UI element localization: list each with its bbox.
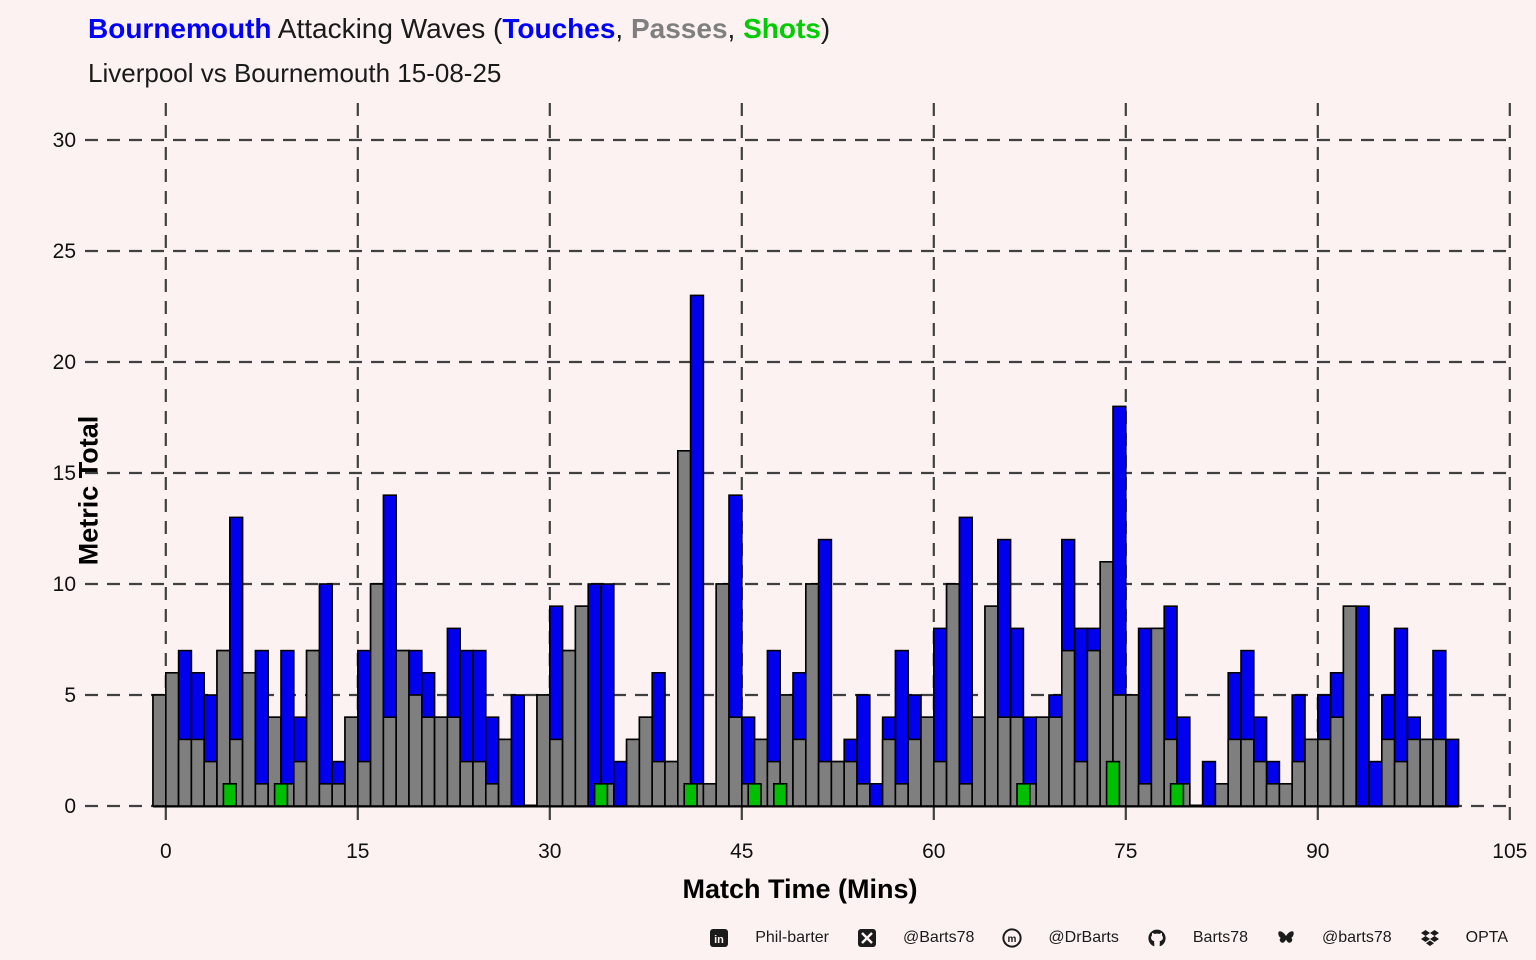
credit-label: @DrBarts [1048,929,1119,946]
credit-label: Phil-barter [755,929,830,946]
svg-text:20: 20 [53,351,76,374]
svg-text:105: 105 [1492,840,1527,863]
svg-text:0: 0 [160,840,172,863]
credit-label: @Barts78 [903,929,975,946]
title-part: , [615,13,631,44]
credit-mastodon: m @DrBarts [1002,928,1119,948]
x-icon [857,928,877,948]
chart-subtitle: Liverpool vs Bournemouth 15-08-25 [88,58,502,88]
credit-x: @Barts78 [857,928,974,948]
svg-text:30: 30 [53,129,76,152]
svg-text:25: 25 [53,240,76,263]
chart-title: Bournemouth Attacking Waves (Touches, Pa… [88,12,830,46]
title-part: ) [820,13,831,44]
dropbox-icon [1420,928,1440,948]
svg-text:30: 30 [538,840,561,863]
credits-footer: in Phil-barter @Barts78 m @DrBarts Barts… [0,920,1536,956]
svg-text:10: 10 [53,573,76,596]
svg-text:90: 90 [1306,840,1329,863]
title-part: , [727,13,744,44]
title-part: Touches [502,13,616,44]
svg-text:45: 45 [730,840,753,863]
credit-github: Barts78 [1147,928,1248,948]
x-axis-title: Match Time (Mins) [682,874,918,904]
svg-text:5: 5 [64,684,76,707]
svg-text:in: in [714,934,724,946]
credit-bluesky: @barts78 [1276,928,1392,948]
svg-text:m: m [1008,934,1017,945]
svg-text:15: 15 [346,840,369,863]
title-part: Attacking Waves ( [271,13,503,44]
credit-linkedin: in Phil-barter [709,928,829,948]
credit-opta: OPTA [1420,928,1508,948]
bluesky-icon [1276,928,1296,948]
svg-text:60: 60 [922,840,945,863]
mastodon-icon: m [1002,928,1023,948]
title-part: Bournemouth [88,13,272,44]
credit-label: Barts78 [1192,929,1249,946]
credit-label: @barts78 [1322,929,1392,946]
credit-label: OPTA [1465,929,1508,946]
svg-text:15: 15 [53,462,76,485]
linkedin-icon: in [709,928,729,948]
svg-text:0: 0 [64,795,76,818]
title-part: Shots [743,13,821,44]
title-part: Passes [630,13,728,44]
github-icon [1147,928,1167,948]
svg-text:75: 75 [1114,840,1137,863]
